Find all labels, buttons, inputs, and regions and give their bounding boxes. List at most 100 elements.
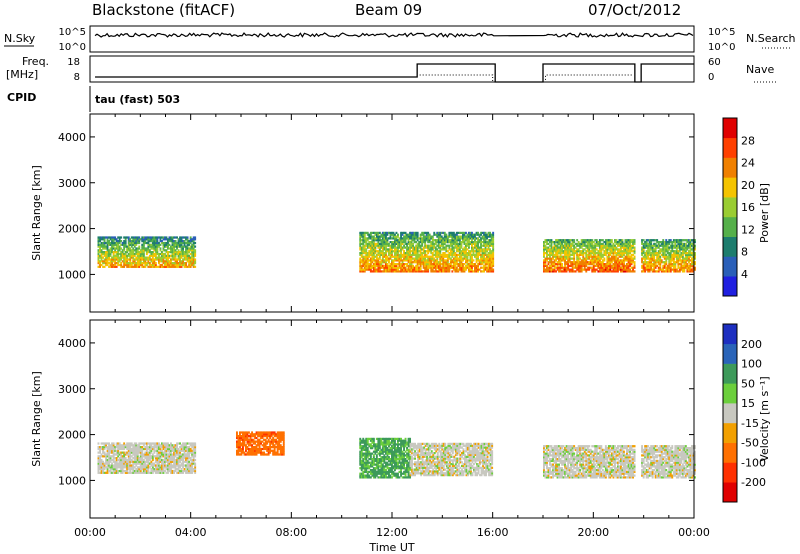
power-cell: [657, 244, 660, 247]
power-cell: [120, 236, 123, 239]
power-cell: [650, 259, 653, 262]
power-cell: [430, 259, 433, 262]
power-cell: [103, 240, 106, 243]
velocity-cell: [138, 460, 141, 463]
power-cell: [609, 242, 612, 246]
power-cell: [133, 260, 136, 263]
power-cell: [490, 235, 493, 238]
power-cell: [398, 237, 401, 240]
power-cell: [577, 241, 580, 244]
power-cell: [442, 257, 445, 260]
power-cell: [406, 263, 409, 266]
power-cell: [659, 250, 662, 253]
power-cell: [164, 262, 166, 265]
power-cell: [445, 261, 448, 264]
power-cell: [174, 249, 177, 252]
power-cell: [392, 263, 395, 266]
power-cell: [597, 241, 600, 244]
power-cell: [620, 255, 622, 258]
power-cell: [472, 253, 475, 257]
power-cell: [627, 270, 630, 273]
velocity-cell: [117, 442, 120, 445]
power-cell: [630, 253, 633, 257]
power-cell: [363, 259, 366, 262]
power-cell: [615, 246, 618, 249]
power-cell: [573, 263, 576, 266]
power-cell: [183, 240, 186, 243]
velocity-cell: [117, 462, 120, 465]
power-cell: [401, 248, 404, 251]
power-cell: [591, 250, 594, 253]
power-cell: [468, 246, 470, 249]
power-cell: [377, 268, 380, 271]
power-cell: [118, 241, 121, 245]
power-cell: [484, 231, 487, 235]
velocity-cell: [106, 469, 109, 473]
power-cell: [158, 243, 160, 246]
power-cell: [378, 266, 381, 269]
power-cell: [394, 264, 396, 268]
power-cell: [381, 235, 384, 238]
power-cell: [375, 268, 378, 271]
velocity-cell: [177, 462, 180, 465]
power-cell: [389, 252, 392, 255]
power-cell: [416, 235, 419, 238]
power-cell: [543, 246, 545, 249]
power-cell: [607, 253, 610, 257]
power-cell: [185, 251, 188, 254]
power-cell: [147, 247, 150, 250]
power-cell: [359, 253, 362, 257]
power-cell: [558, 248, 561, 251]
power-cell: [466, 257, 469, 260]
power-cell: [553, 255, 556, 258]
velocity-cell: [144, 442, 147, 445]
power-cell: [439, 239, 442, 242]
velocity-cell: [154, 468, 157, 471]
power-cell: [489, 244, 492, 247]
power-cell: [136, 254, 139, 257]
power-cell: [415, 237, 418, 240]
power-cell: [604, 250, 607, 253]
power-cell: [383, 248, 386, 251]
power-cell: [366, 242, 369, 246]
power-cell: [188, 251, 191, 254]
power-cell: [686, 270, 689, 273]
power-cell: [186, 260, 189, 263]
power-cell: [481, 261, 484, 264]
velocity-cell: [167, 471, 169, 474]
power-cell: [472, 252, 475, 255]
velocity-cell: [111, 444, 114, 447]
power-cell: [612, 257, 615, 260]
power-cell: [574, 252, 577, 255]
power-cell: [567, 246, 570, 249]
power-cell: [452, 241, 455, 244]
power-cell: [490, 237, 493, 240]
power-cell: [630, 266, 633, 269]
power-cell: [668, 264, 671, 268]
velocity-cell: [109, 451, 112, 454]
power-cell: [565, 252, 568, 255]
power-cell: [380, 252, 383, 255]
velocity-cell: [133, 457, 136, 460]
power-cell: [684, 255, 687, 258]
power-cell: [675, 244, 678, 247]
power-cell: [583, 241, 586, 244]
velocity-cell: [162, 451, 165, 454]
power-cell: [386, 263, 389, 266]
power-cell: [433, 231, 436, 235]
power-cell: [133, 265, 136, 268]
velocity-cell: [142, 455, 145, 458]
power-cell: [179, 238, 182, 241]
power-cell: [192, 260, 195, 263]
power-cell: [419, 263, 422, 266]
power-cell: [460, 255, 463, 258]
power-cell: [130, 245, 133, 248]
power-cell: [431, 270, 434, 273]
power-cell: [561, 255, 564, 258]
velocity-cell: [117, 446, 120, 449]
power-cell: [103, 236, 106, 239]
power-cell: [604, 246, 607, 249]
power-cell: [555, 270, 558, 273]
power-cell: [650, 261, 653, 264]
velocity-cell: [168, 458, 171, 462]
